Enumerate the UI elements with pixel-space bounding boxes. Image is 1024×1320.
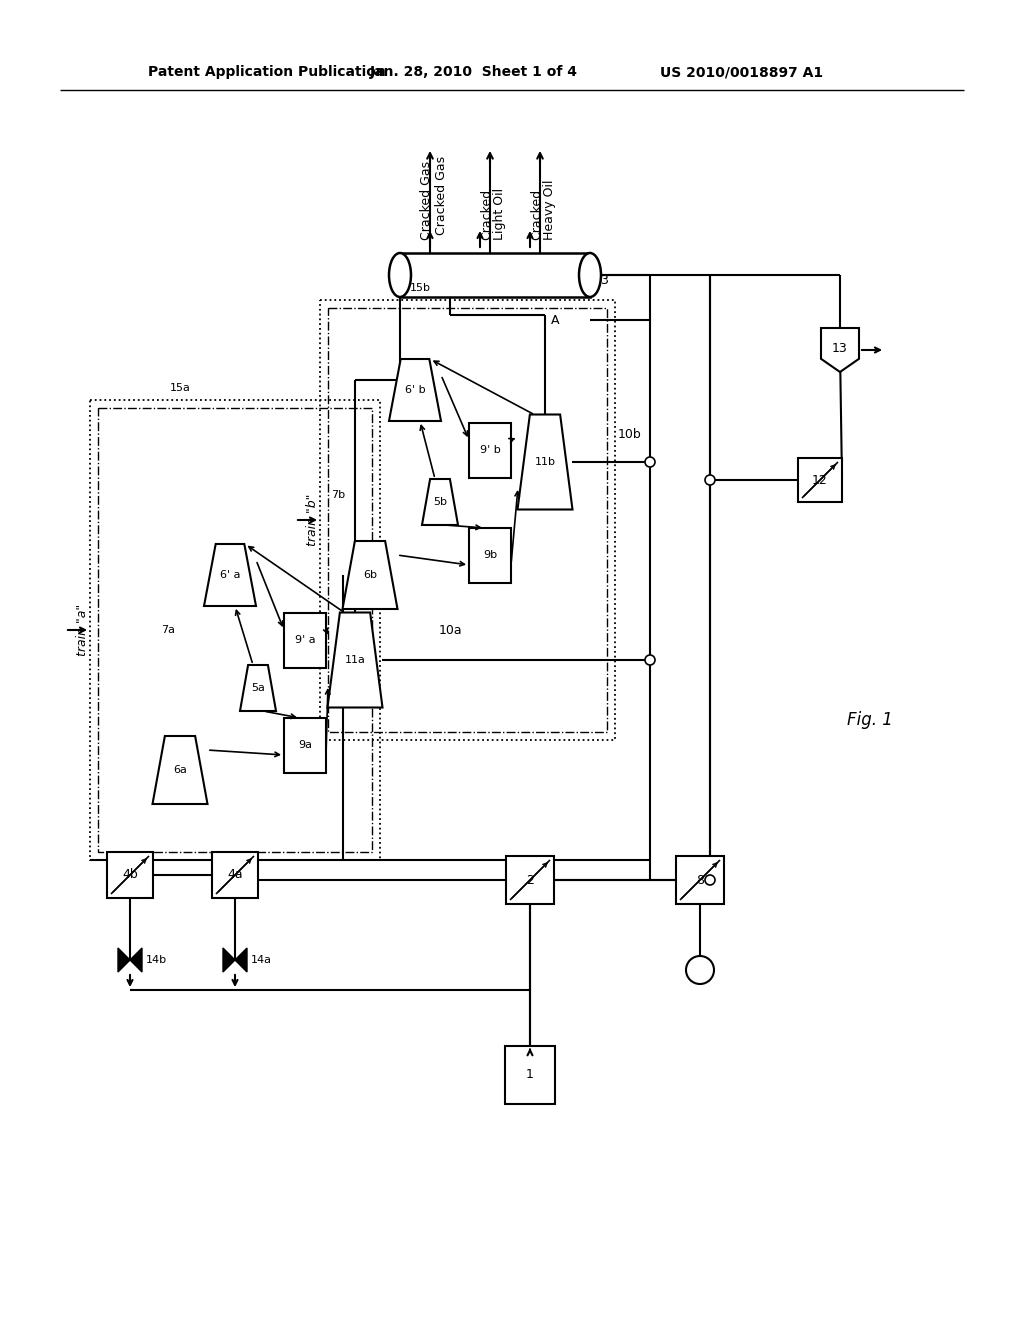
Text: train "b": train "b": [305, 494, 318, 546]
Bar: [469, 422, 511, 478]
Ellipse shape: [579, 253, 601, 297]
Circle shape: [705, 875, 715, 884]
Bar: [106, 851, 153, 898]
Bar: [505, 1045, 555, 1104]
Bar: [506, 855, 554, 904]
Text: Cracked Gas: Cracked Gas: [435, 156, 449, 235]
Text: Patent Application Publication: Patent Application Publication: [148, 65, 386, 79]
Text: Cracked: Cracked: [480, 189, 494, 240]
Text: 4b: 4b: [122, 869, 138, 882]
Bar: [798, 458, 842, 502]
Polygon shape: [821, 327, 859, 372]
Bar: [284, 718, 326, 772]
Text: 6a: 6a: [173, 766, 187, 775]
Ellipse shape: [389, 253, 411, 297]
Text: 15a: 15a: [170, 383, 190, 393]
Polygon shape: [422, 479, 458, 525]
Text: 6' a: 6' a: [220, 570, 241, 579]
Text: US 2010/0018897 A1: US 2010/0018897 A1: [660, 65, 823, 79]
Polygon shape: [118, 948, 130, 972]
Bar: [328, 308, 607, 733]
Text: A: A: [551, 314, 559, 326]
Polygon shape: [223, 948, 234, 972]
Polygon shape: [389, 359, 441, 421]
Text: Heavy Oil: Heavy Oil: [544, 180, 556, 240]
Text: Jan. 28, 2010  Sheet 1 of 4: Jan. 28, 2010 Sheet 1 of 4: [370, 65, 578, 79]
Text: 5b: 5b: [433, 498, 447, 507]
Text: 8: 8: [696, 874, 705, 887]
Circle shape: [645, 655, 655, 665]
Text: train "a": train "a": [76, 605, 88, 656]
Text: 10b: 10b: [618, 429, 642, 441]
Text: 1: 1: [526, 1068, 534, 1081]
Text: 15b: 15b: [410, 282, 431, 293]
Text: 11a: 11a: [344, 655, 366, 665]
Circle shape: [686, 956, 714, 983]
Text: 12: 12: [812, 474, 827, 487]
Text: 13: 13: [833, 342, 848, 355]
Bar: [90, 400, 380, 861]
Bar: [98, 408, 372, 851]
Text: 9a: 9a: [298, 741, 312, 750]
Text: 9b: 9b: [483, 550, 497, 560]
Text: Cracked: Cracked: [530, 189, 544, 240]
Text: 14a: 14a: [251, 954, 272, 965]
Polygon shape: [517, 414, 572, 510]
Bar: [676, 855, 724, 904]
Text: Light Oil: Light Oil: [494, 187, 507, 240]
Circle shape: [645, 457, 655, 467]
Polygon shape: [153, 737, 208, 804]
Bar: [319, 300, 615, 741]
Polygon shape: [234, 948, 247, 972]
Text: 9' b: 9' b: [479, 445, 501, 455]
Text: 2: 2: [526, 874, 534, 887]
Polygon shape: [130, 948, 142, 972]
Text: Cracked Gas: Cracked Gas: [421, 161, 433, 240]
Text: 6' b: 6' b: [404, 385, 425, 395]
Text: 14b: 14b: [146, 954, 167, 965]
Text: 10a: 10a: [438, 623, 462, 636]
Text: 3: 3: [600, 273, 608, 286]
Text: 4a: 4a: [227, 869, 243, 882]
Text: 7b: 7b: [331, 490, 345, 500]
Bar: [212, 851, 258, 898]
Bar: [400, 253, 590, 297]
Text: 6b: 6b: [362, 570, 377, 579]
Text: 11b: 11b: [535, 457, 555, 467]
Polygon shape: [204, 544, 256, 606]
Polygon shape: [240, 665, 276, 711]
Bar: [469, 528, 511, 582]
Text: 5a: 5a: [251, 682, 265, 693]
Bar: [284, 612, 326, 668]
Text: 7a: 7a: [161, 624, 175, 635]
Circle shape: [705, 475, 715, 484]
Text: 9' a: 9' a: [295, 635, 315, 645]
Polygon shape: [342, 541, 397, 609]
Polygon shape: [328, 612, 383, 708]
Text: Fig. 1: Fig. 1: [847, 711, 893, 729]
